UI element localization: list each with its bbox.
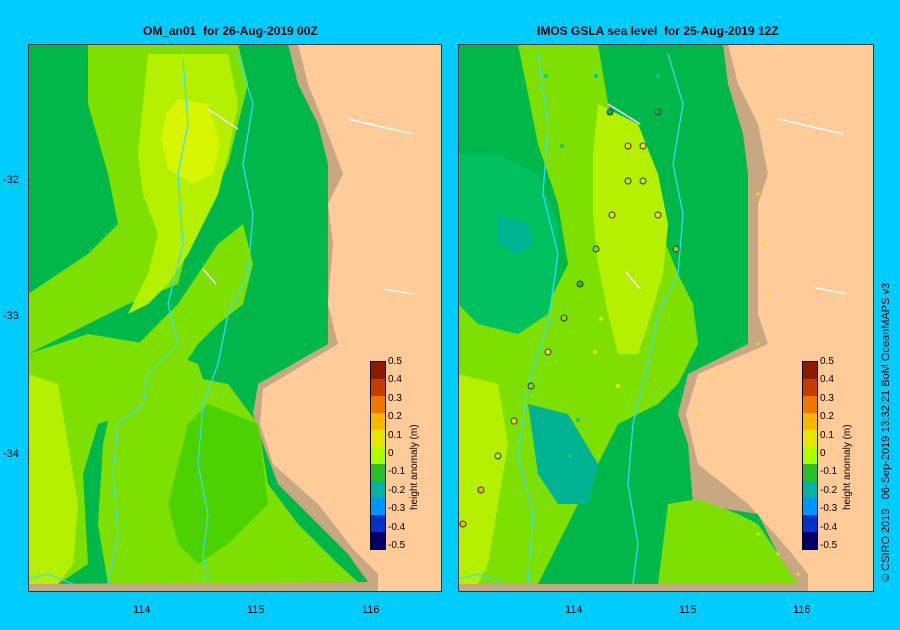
colorbar-label: 0.1 <box>820 429 834 441</box>
colorbar-segment <box>371 481 385 498</box>
colorbar-segment <box>803 532 817 549</box>
colorbar-segment <box>803 515 817 532</box>
colorbar-label: -0.2 <box>388 484 406 496</box>
left-map-title: OM_an01 for 26-Aug-2019 00Z <box>143 24 318 38</box>
right-colorbar-title: height anomaly (m) <box>842 424 853 510</box>
colorbar-segment <box>371 362 385 379</box>
lon-tick-115-right: 115 <box>679 604 697 616</box>
colorbar-label: 0 <box>820 448 826 459</box>
colorbar-label: 0.1 <box>388 429 402 441</box>
colorbar-label: 0.5 <box>388 356 402 367</box>
colorbar-segment <box>803 481 817 498</box>
colorbar-segment <box>803 413 817 430</box>
colorbar-label: 0.2 <box>388 411 402 423</box>
lon-tick-115-left: 115 <box>247 604 265 616</box>
colorbar-label: 0.4 <box>820 374 834 386</box>
colorbar-segment <box>803 498 817 515</box>
lat-tick-32: -32 <box>3 174 19 186</box>
colorbar-label: -0.5 <box>820 540 838 551</box>
colorbar-segment <box>803 396 817 413</box>
colorbar-label: -0.1 <box>820 466 838 478</box>
lat-tick-34: -34 <box>3 448 19 460</box>
colorbar-segment <box>803 464 817 481</box>
colorbar-label: -0.3 <box>388 503 406 515</box>
colorbar-segment <box>803 447 817 464</box>
lon-tick-114-right: 114 <box>565 604 583 616</box>
colorbar-label: 0.3 <box>388 392 402 404</box>
lon-tick-114-left: 114 <box>133 604 151 616</box>
lon-tick-116-right: 116 <box>793 604 811 616</box>
colorbar-label: -0.5 <box>388 540 406 551</box>
colorbar-label: -0.1 <box>388 466 406 478</box>
colorbar-segment <box>371 447 385 464</box>
left-colorbar-title: height anomaly (m) <box>409 424 420 510</box>
colorbar-label: 0.4 <box>388 374 402 386</box>
colorbar-label: -0.4 <box>820 521 838 533</box>
right-map-title: IMOS GSLA sea level for 25-Aug-2019 12Z <box>537 24 779 38</box>
colorbar-label: 0.3 <box>820 392 834 404</box>
colorbar-segment <box>371 396 385 413</box>
colorbar-segment <box>371 413 385 430</box>
colorbar-label: 0 <box>388 448 394 459</box>
colorbar-label: 0.5 <box>820 356 834 367</box>
colorbar-label: -0.4 <box>388 521 406 533</box>
colorbar-segment <box>371 464 385 481</box>
colorbar-segment <box>803 362 817 379</box>
colorbar-segment <box>371 532 385 549</box>
colorbar-label: -0.2 <box>820 484 838 496</box>
right-map[interactable] <box>458 44 874 592</box>
colorbar-segment <box>371 498 385 515</box>
credit-text: © CSIRO 2019 06-Sep-2019 13:32:21 BoM Oc… <box>880 282 892 582</box>
colorbar-segment <box>371 515 385 532</box>
colorbar-segment <box>803 430 817 447</box>
left-map[interactable] <box>28 44 442 592</box>
lat-tick-33: -33 <box>3 310 19 322</box>
colorbar-label: -0.3 <box>820 503 838 515</box>
right-colorbar <box>802 361 818 550</box>
colorbar-segment <box>371 430 385 447</box>
left-colorbar <box>370 361 386 550</box>
colorbar-segment <box>803 379 817 396</box>
colorbar-label: 0.2 <box>820 411 834 423</box>
lon-tick-116-left: 116 <box>362 604 380 616</box>
colorbar-segment <box>371 379 385 396</box>
